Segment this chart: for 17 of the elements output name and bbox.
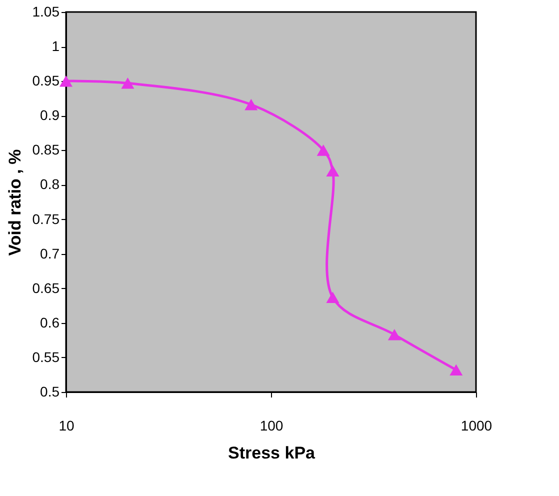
y-tick-label: 0.75 — [32, 210, 60, 227]
x-tick-label: 1000 — [460, 418, 492, 434]
y-tick-label: 0.85 — [32, 142, 60, 158]
y-tick-label: 0.95 — [32, 72, 60, 89]
x-tick-label: 100 — [260, 418, 284, 434]
y-tick-label: 0.65 — [32, 280, 60, 296]
y-tick-label: 0.55 — [32, 348, 60, 365]
y-tick-label: 0.7 — [40, 245, 60, 262]
y-tick-label: 0.6 — [40, 314, 60, 330]
y-tick-label: 1.05 — [32, 4, 60, 20]
x-tick-label: 10 — [58, 418, 74, 434]
y-axis-title: Void ratio , % — [5, 149, 24, 256]
y-tick-label: 0.5 — [40, 384, 60, 400]
x-axis-title: Stress kPa — [228, 444, 316, 462]
y-tick-label: 0.8 — [40, 176, 60, 192]
y-tick-label: 1 — [52, 38, 60, 54]
y-tick-label: 0.9 — [40, 107, 60, 124]
